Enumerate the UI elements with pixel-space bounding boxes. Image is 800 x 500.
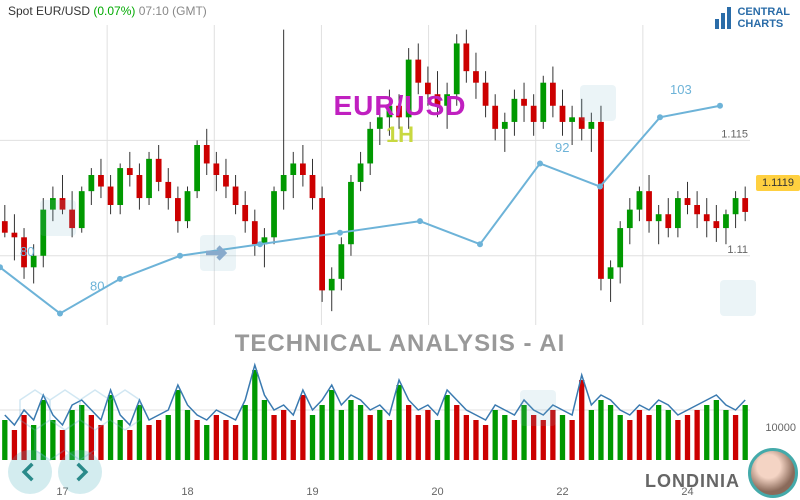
- timestamp: 07:10 (GMT): [139, 4, 207, 18]
- x-axis-labels: 171819202224: [0, 486, 750, 498]
- timeframe-watermark: 1H: [386, 122, 414, 148]
- logo-bars-icon: [715, 7, 731, 29]
- nav-back-icon[interactable]: [8, 450, 52, 494]
- chart-header: Spot EUR/USD (0.07%) 07:10 (GMT): [8, 4, 207, 18]
- chart-watermark-icon: [720, 280, 756, 316]
- watermark-icon: [520, 390, 556, 426]
- nav-forward-icon[interactable]: [58, 450, 102, 494]
- volume-axis-label: 10000: [765, 422, 796, 434]
- svg-text:80: 80: [20, 244, 34, 259]
- londinia-label: LONDINIA: [645, 471, 740, 492]
- price-chart: 1.115 1.11 80 80 92 103: [0, 25, 750, 325]
- svg-text:1.115: 1.115: [721, 128, 748, 140]
- ta-watermark: TECHNICAL ANALYSIS - AI: [235, 330, 566, 358]
- current-price-tag: 1.1119: [756, 175, 800, 191]
- assistant-avatar[interactable]: [748, 448, 798, 498]
- logo-text: CENTRALCHARTS: [737, 6, 790, 30]
- watermark-icon: [40, 200, 76, 236]
- svg-text:1.11: 1.11: [727, 244, 748, 256]
- symbol-label: Spot EUR/USD: [8, 4, 90, 18]
- watermark-icon: [580, 85, 616, 121]
- brand-logo: CENTRALCHARTS: [715, 6, 790, 30]
- svg-text:103: 103: [670, 82, 692, 97]
- svg-text:80: 80: [90, 278, 104, 293]
- arrow-watermark-icon: [200, 235, 236, 271]
- pct-change: (0.07%): [93, 4, 135, 18]
- pair-watermark: EUR/USD: [333, 90, 466, 122]
- svg-text:92: 92: [555, 140, 569, 155]
